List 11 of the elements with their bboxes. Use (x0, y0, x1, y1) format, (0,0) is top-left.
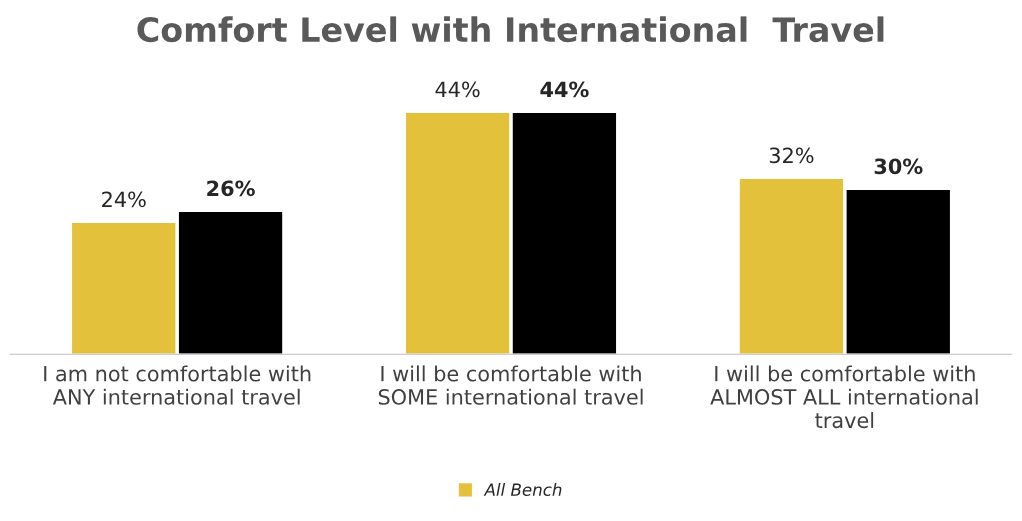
x-tick-label: I am not comfortable with ANY international travel (44, 365, 311, 405)
data-label: 26% (207, 180, 255, 197)
data-label: 32% (769, 147, 814, 164)
x-tick-label: I will be comfortable with ALMOST ALL international travel (710, 365, 978, 429)
data-label: 30% (874, 158, 923, 175)
data-label: 44% (435, 81, 480, 98)
data-label: 44% (540, 81, 589, 98)
chart-title: Comfort Level with International Travel (137, 16, 884, 43)
data-label: 24% (102, 191, 146, 208)
x-tick-label: I will be comfortable with SOME international travel (378, 365, 643, 405)
legend-label: All Bench (483, 483, 562, 496)
